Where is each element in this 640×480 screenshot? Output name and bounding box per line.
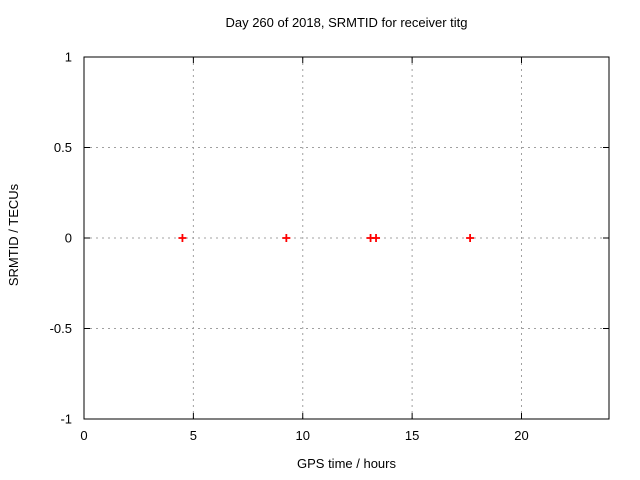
- x-tick-label: 20: [514, 428, 528, 443]
- y-tick-label: 1: [65, 50, 72, 65]
- x-axis-label: GPS time / hours: [297, 456, 396, 471]
- x-tick-label: 5: [190, 428, 197, 443]
- y-tick-label: 0: [65, 231, 72, 246]
- plot-border: [83, 56, 610, 420]
- x-tick-label: 0: [80, 428, 87, 443]
- y-tick-label: 0.5: [54, 140, 72, 155]
- x-tick-label: 10: [296, 428, 310, 443]
- y-tick-label: -1: [60, 412, 72, 427]
- y-tick-label: -0.5: [50, 321, 72, 336]
- x-tick-label: 15: [405, 428, 419, 443]
- chart-title: Day 260 of 2018, SRMTID for receiver tit…: [225, 15, 468, 30]
